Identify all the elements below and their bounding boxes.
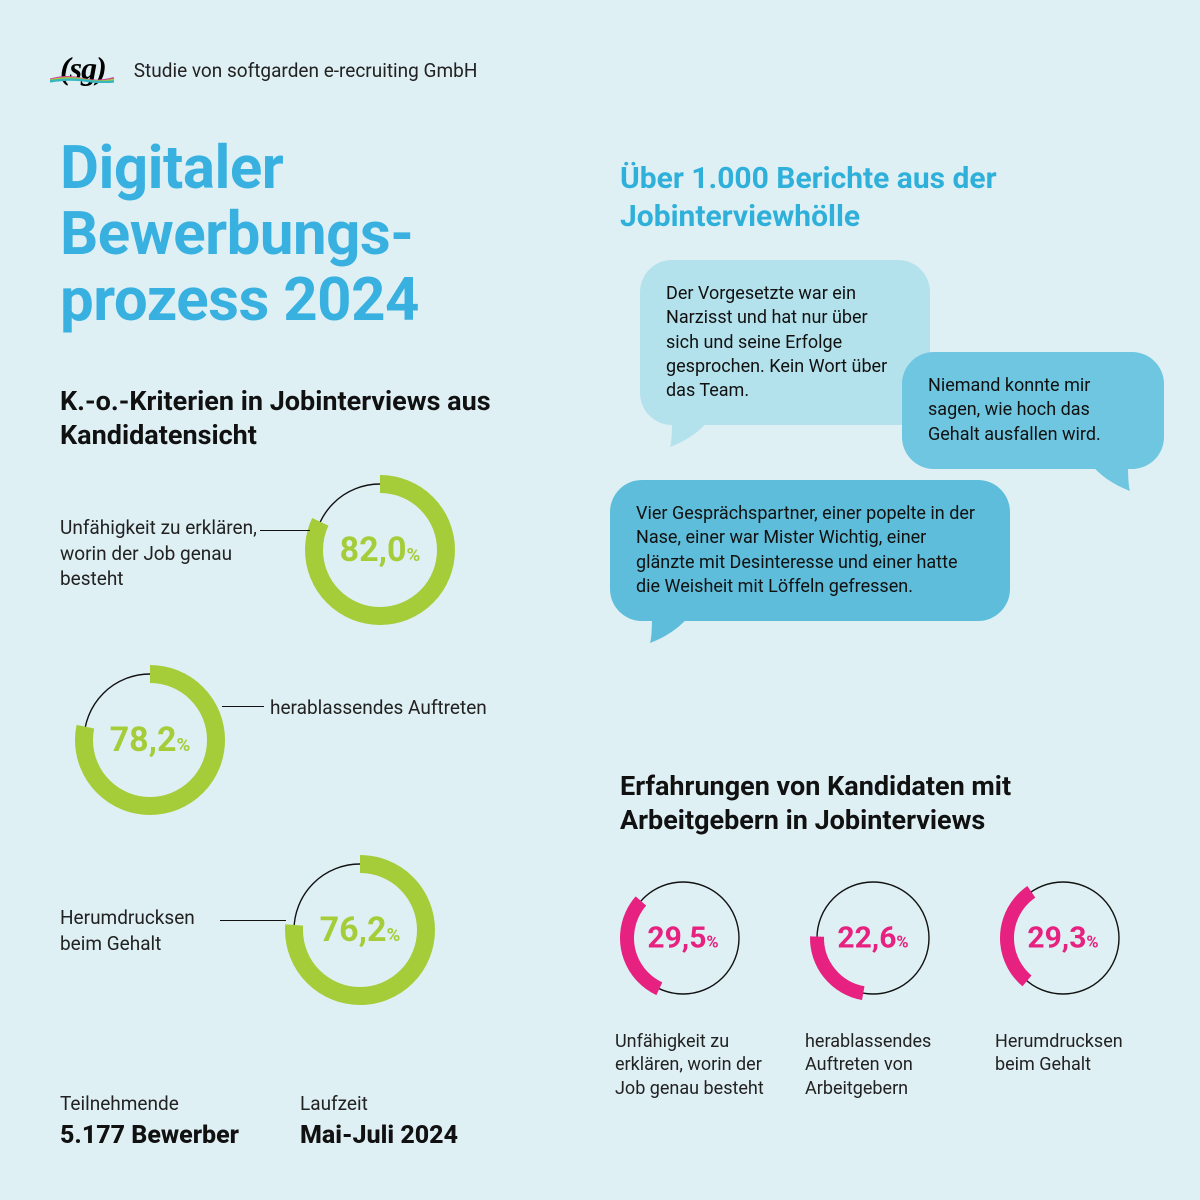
bubble-tail-icon — [670, 419, 714, 447]
ko-donut-2-label: herablassendes Auftreten — [270, 695, 530, 721]
reports-heading: Über 1.000 Berichte aus der Jobinterview… — [620, 160, 1200, 235]
exp-donut-2: 22,6% — [805, 870, 941, 1006]
logo: (sg) — [60, 50, 106, 91]
speech-bubble-2: Niemand konnte mir sagen, wie hoch das G… — [902, 352, 1164, 469]
exp-donut-3-value: 29,3% — [1027, 921, 1098, 956]
ko-donut-3-label: Herumdrucksen beim Gehalt — [60, 905, 240, 956]
exp-donut-2-value: 22,6% — [837, 921, 908, 956]
ko-donut-3: 76,2% — [280, 850, 440, 1010]
exp-heading: Erfahrungen von Kandidaten mit Arbeitgeb… — [620, 770, 1160, 838]
infographic-canvas: (sg) Studie von softgarden e-recruiting … — [0, 0, 1200, 1200]
ko-donut-1-label: Unfähigkeit zu erklären, worin der Job g… — [60, 515, 280, 592]
connector-line — [260, 530, 310, 531]
footer-period: Laufzeit Mai-Juli 2024 — [300, 1092, 458, 1150]
ko-donut-3-value: 76,2% — [320, 910, 401, 950]
speech-bubble-1: Der Vorgesetzte war ein Narzisst und hat… — [640, 260, 930, 425]
header: (sg) Studie von softgarden e-recruiting … — [60, 50, 477, 91]
exp-donut-1-label: Unfähigkeit zu erklären, worin der Job g… — [615, 1030, 785, 1100]
exp-donut-2-label: herablassendes Auftreten von Arbeitgeber… — [805, 1030, 975, 1100]
exp-donut-1: 29,5% — [615, 870, 751, 1006]
exp-donut-1-value: 29,5% — [647, 921, 718, 956]
main-title: Digitaler Bewerbungs- prozess 2024 — [60, 135, 419, 333]
connector-line — [222, 706, 264, 707]
exp-donut-3: 29,3% — [995, 870, 1131, 1006]
footer-participants: Teilnehmende 5.177 Bewerber — [60, 1092, 239, 1150]
bubble-tail-icon — [1086, 463, 1130, 491]
connector-line — [220, 920, 286, 921]
header-subtitle: Studie von softgarden e-recruiting GmbH — [134, 59, 478, 82]
footer-participants-value: 5.177 Bewerber — [60, 1121, 239, 1150]
ko-heading: K.-o.-Kriterien in Jobinterviews aus Kan… — [60, 385, 560, 453]
ko-donut-1-value: 82,0% — [340, 530, 421, 570]
speech-bubble-3: Vier Gesprächspartner, einer popelte in … — [610, 480, 1010, 621]
ko-donut-2-value: 78,2% — [110, 720, 191, 760]
logo-underline-icon — [50, 75, 114, 83]
footer-participants-label: Teilnehmende — [60, 1092, 239, 1115]
bubble-tail-icon — [650, 615, 694, 643]
footer-period-value: Mai-Juli 2024 — [300, 1121, 458, 1150]
footer-period-label: Laufzeit — [300, 1092, 458, 1115]
ko-donut-1: 82,0% — [300, 470, 460, 630]
ko-donut-2: 78,2% — [70, 660, 230, 820]
exp-donut-3-label: Herumdrucksen beim Gehalt — [995, 1030, 1165, 1077]
